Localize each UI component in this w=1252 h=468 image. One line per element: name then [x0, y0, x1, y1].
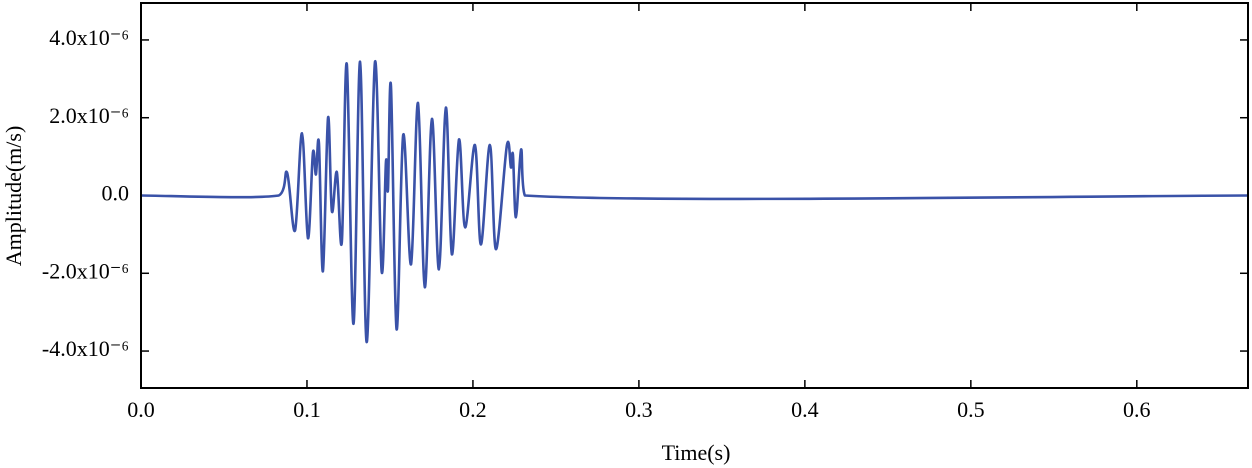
x-tick-label: 0.2: [459, 397, 487, 422]
y-tick-label: -4.0x10⁻⁶: [42, 336, 129, 361]
y-tick-label: 2.0x10⁻⁶: [49, 103, 129, 128]
line: [140, 60, 1249, 344]
x-tick-label: 0.1: [293, 397, 321, 422]
y-axis-label: Amplitude(m/s): [1, 126, 26, 267]
y-tick-label: 0.0: [102, 181, 130, 206]
x-tick-label: 0.4: [791, 397, 819, 422]
x-tick-label: 0.5: [957, 397, 985, 422]
y-tick-label: -2.0x10⁻⁶: [42, 258, 129, 283]
x-tick-label: 0.6: [1123, 397, 1151, 422]
x-axis-label: Time(s): [662, 440, 731, 465]
plot-frame: [140, 2, 1249, 389]
x-tick-label: 0.0: [127, 397, 155, 422]
x-tick-label: 0.3: [625, 397, 653, 422]
y-tick-label: 4.0x10⁻⁶: [49, 25, 129, 50]
